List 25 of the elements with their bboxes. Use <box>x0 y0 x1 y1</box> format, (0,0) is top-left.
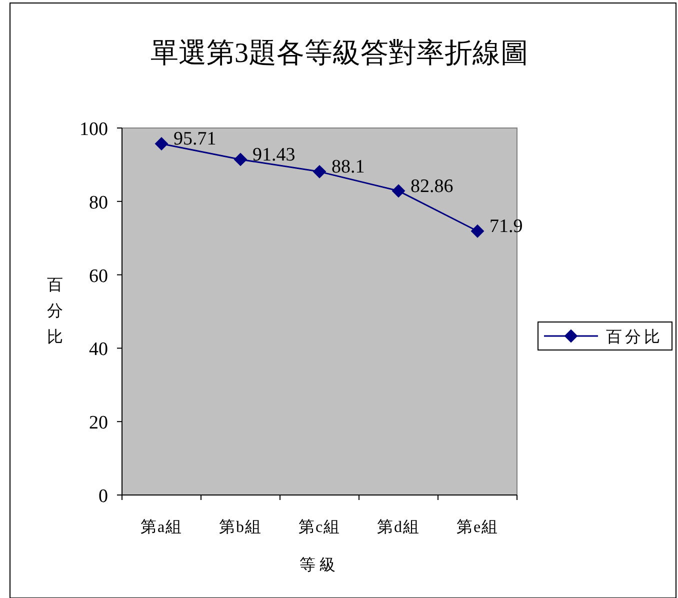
x-tick-label: 第c組 <box>298 519 341 536</box>
x-axis-title: 等級 <box>300 556 340 574</box>
data-label: 88.1 <box>332 156 365 178</box>
legend-label: 百分比 <box>606 328 663 346</box>
point <box>313 165 326 178</box>
point <box>155 137 168 150</box>
y-tick-label: 20 <box>89 412 108 434</box>
data-label: 71.9 <box>490 216 523 238</box>
x-tick-label: 第a組 <box>140 519 183 536</box>
y-tick-label: 100 <box>80 119 108 140</box>
y-tick-label: 40 <box>89 339 108 360</box>
point <box>471 224 484 238</box>
y-tick-label: 60 <box>89 266 108 287</box>
x-tick-label: 第e組 <box>456 519 499 536</box>
y-tick-label: 80 <box>89 192 108 214</box>
y-tick-label: 0 <box>98 486 108 507</box>
data-label: 82.86 <box>410 176 454 197</box>
point <box>392 184 405 198</box>
chart-title: 單選第3題各等級答對率折線圖 <box>150 38 528 69</box>
data-label: 91.43 <box>252 144 296 166</box>
data-label: 95.71 <box>174 128 216 150</box>
y-axis-title: 百分比 <box>47 277 63 346</box>
x-tick-label: 第d組 <box>377 519 420 536</box>
x-tick-label: 第b組 <box>219 519 262 536</box>
point <box>234 152 247 166</box>
